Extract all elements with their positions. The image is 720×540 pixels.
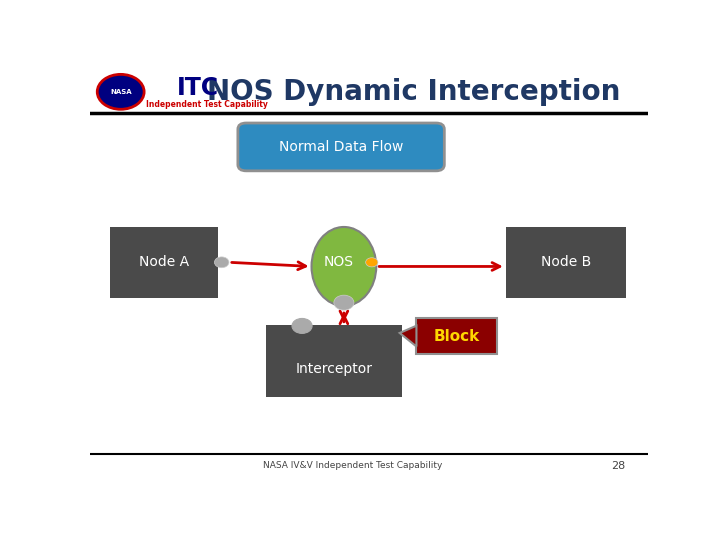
Text: Independent Test Capability: Independent Test Capability xyxy=(145,100,268,109)
Text: NOS Dynamic Interception: NOS Dynamic Interception xyxy=(207,78,621,106)
Circle shape xyxy=(366,258,378,267)
Text: Block: Block xyxy=(433,329,480,343)
FancyBboxPatch shape xyxy=(505,227,626,298)
Circle shape xyxy=(97,75,144,109)
FancyBboxPatch shape xyxy=(416,319,498,354)
Circle shape xyxy=(292,319,312,333)
Text: 28: 28 xyxy=(611,461,626,471)
Circle shape xyxy=(215,257,229,268)
Text: Node B: Node B xyxy=(541,255,591,269)
Text: ITC: ITC xyxy=(176,76,219,100)
Ellipse shape xyxy=(312,227,377,306)
Text: NASA: NASA xyxy=(110,89,132,95)
Polygon shape xyxy=(400,326,416,347)
Text: Node A: Node A xyxy=(139,255,189,269)
FancyBboxPatch shape xyxy=(266,325,402,397)
Circle shape xyxy=(334,295,354,310)
Text: NASA IV&V Independent Test Capability: NASA IV&V Independent Test Capability xyxy=(263,461,442,470)
FancyBboxPatch shape xyxy=(109,227,218,298)
Text: NOS: NOS xyxy=(323,255,354,269)
FancyBboxPatch shape xyxy=(238,123,444,171)
Text: Interceptor: Interceptor xyxy=(296,362,373,376)
Text: Normal Data Flow: Normal Data Flow xyxy=(279,140,403,154)
